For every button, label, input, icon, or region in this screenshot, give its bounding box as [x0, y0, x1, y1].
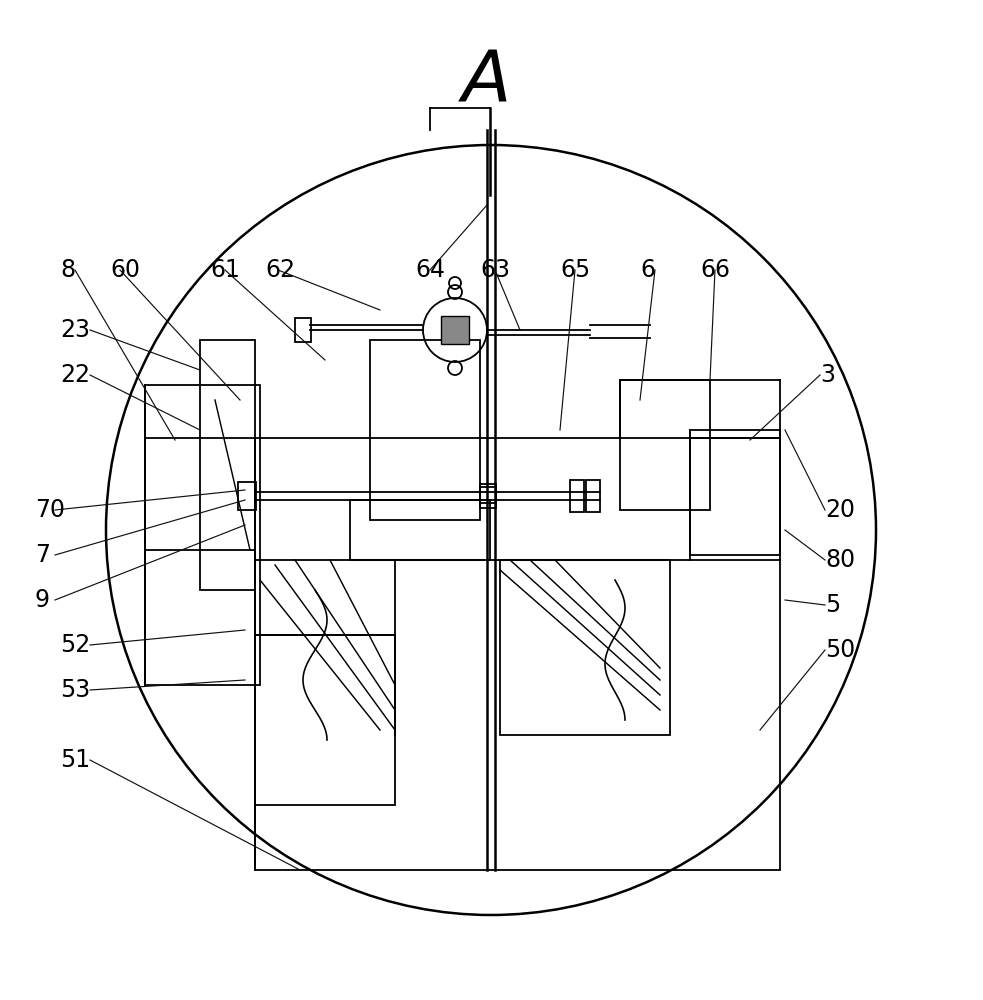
- Text: 6: 6: [640, 258, 655, 282]
- Bar: [480, 487, 496, 503]
- Text: 70: 70: [35, 498, 65, 522]
- Text: 22: 22: [60, 363, 90, 387]
- Text: 9: 9: [35, 588, 50, 612]
- Text: 53: 53: [60, 678, 90, 702]
- Text: A: A: [462, 48, 512, 117]
- Text: 50: 50: [825, 638, 855, 662]
- Text: 7: 7: [35, 543, 50, 567]
- Text: 5: 5: [825, 593, 840, 617]
- Bar: [690, 430, 780, 555]
- Text: 3: 3: [820, 363, 835, 387]
- Text: 51: 51: [60, 748, 90, 772]
- Bar: [145, 385, 260, 685]
- Text: 63: 63: [480, 258, 510, 282]
- Bar: [500, 560, 670, 735]
- Text: 61: 61: [210, 258, 240, 282]
- Bar: [370, 340, 480, 520]
- Text: 65: 65: [560, 258, 590, 282]
- Text: 8: 8: [60, 258, 75, 282]
- Bar: [295, 318, 311, 342]
- Text: 52: 52: [60, 633, 90, 657]
- Bar: [480, 484, 496, 508]
- Bar: [255, 635, 395, 805]
- Text: 62: 62: [265, 258, 295, 282]
- Bar: [586, 480, 600, 512]
- Text: 64: 64: [415, 258, 445, 282]
- Bar: [350, 500, 490, 560]
- Text: 20: 20: [825, 498, 855, 522]
- Text: 80: 80: [825, 548, 855, 572]
- Text: 23: 23: [60, 318, 90, 342]
- Bar: [255, 560, 780, 870]
- Bar: [238, 482, 256, 510]
- Bar: [200, 340, 255, 590]
- Bar: [620, 380, 710, 510]
- Text: 66: 66: [700, 258, 730, 282]
- Bar: [441, 316, 469, 344]
- Text: 60: 60: [110, 258, 140, 282]
- Bar: [570, 480, 584, 512]
